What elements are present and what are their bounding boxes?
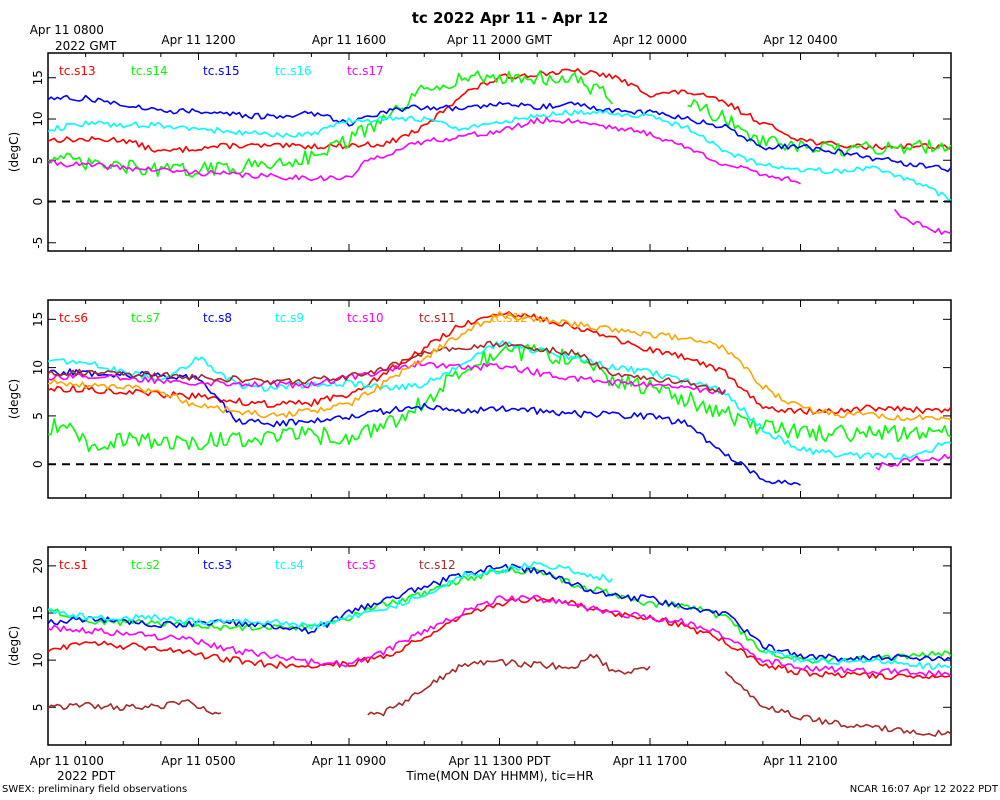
top-axis-label: Apr 11 2000 GMT — [447, 33, 553, 47]
legend-entry: tc.s3 — [203, 558, 232, 572]
legend-entry: tc.s10 — [347, 311, 384, 325]
footer-left-note: SWEX: preliminary field observations — [2, 784, 187, 795]
series-line-tc-s11 — [48, 340, 726, 396]
series-line-tc-s9 — [48, 339, 951, 460]
bottom-axis-label: Apr 11 0100 — [30, 754, 104, 768]
top-axis-label: Apr 12 0400 — [763, 33, 837, 47]
y-tick-label: 0 — [31, 460, 45, 468]
y-tick-label: 5 — [31, 412, 45, 420]
series-line-tc-s17 — [48, 117, 951, 235]
series-line-tc-s14 — [48, 69, 951, 178]
chart-title: tc 2022 Apr 11 - Apr 12 — [412, 9, 609, 27]
series-line-tc-s6 — [48, 311, 951, 415]
panel-frame — [47, 546, 952, 746]
series-line-tc-s8 — [48, 368, 801, 486]
legend-entry: tc.s4 — [275, 558, 304, 572]
legend-entry: tc.s6 — [59, 311, 88, 325]
bottom-axis-label: Apr 11 0900 — [312, 754, 386, 768]
legend-entry: tc.s13 — [59, 64, 96, 78]
y-tick-label: 10 — [31, 360, 45, 375]
y-tick-label: 15 — [31, 605, 45, 620]
legend-entry: tc.s8 — [203, 311, 232, 325]
y-tick-label: 15 — [31, 70, 45, 85]
top-axis-sublabel: 2022 GMT — [55, 39, 117, 53]
bottom-axis-label: Apr 11 2100 — [763, 754, 837, 768]
legend-entry: tc.s12 — [491, 311, 528, 325]
bottom-axis-label: Apr 11 0500 — [161, 754, 235, 768]
series-line-tc-s15 — [48, 94, 951, 173]
series-line-tc-s7 — [48, 343, 951, 453]
legend-entry: tc.s5 — [347, 558, 376, 572]
series-line-tc-s12 — [48, 653, 951, 737]
top-axis-label: Apr 11 1200 — [161, 33, 235, 47]
top-axis-label: Apr 11 1600 — [312, 33, 386, 47]
bottom-axis-label: Apr 11 1300 PDT — [449, 754, 551, 768]
y-tick-label: 20 — [31, 558, 45, 573]
legend-entry: tc.s12 — [419, 558, 456, 572]
top-axis-label: Apr 12 0000 — [613, 33, 687, 47]
panel-frame — [47, 299, 952, 499]
series-line-tc-s16 — [48, 109, 951, 201]
panels-group: Apr 11 0800 Apr 11 1200 Apr 11 1600 Apr 11 … — [7, 23, 952, 768]
series-line-tc-s4 — [48, 561, 951, 671]
y-axis-label: (degC) — [7, 379, 21, 419]
series-line-tc-s12 — [48, 311, 951, 422]
series-line-tc-s3 — [48, 563, 951, 662]
y-tick-label: 5 — [31, 156, 45, 164]
legend-entry: tc.s9 — [275, 311, 304, 325]
legend-entry: tc.s17 — [347, 64, 384, 78]
series-line-tc-s13 — [48, 68, 951, 153]
series-line-tc-s2 — [48, 566, 951, 664]
x-axis-label: Time(MON DAY HHMM), tic=HR — [405, 769, 593, 783]
series-line-tc-s5 — [48, 594, 951, 678]
top-axis-label: Apr 11 0800 — [30, 23, 104, 37]
y-tick-label: 15 — [31, 312, 45, 327]
y-axis-label: (degC) — [7, 626, 21, 666]
y-tick-label: 5 — [31, 703, 45, 711]
y-axis-label: (degC) — [7, 132, 21, 172]
y-tick-label: 0 — [31, 198, 45, 206]
bottom-axis-label: Apr 11 1700 — [613, 754, 687, 768]
legend-entry: tc.s16 — [275, 64, 312, 78]
bottom-axis-sublabel: 2022 PDT — [57, 769, 116, 783]
y-tick-label: 10 — [31, 111, 45, 126]
y-tick-label: -5 — [31, 237, 45, 249]
y-tick-label: 10 — [31, 653, 45, 668]
legend-entry: tc.s15 — [203, 64, 240, 78]
footer-right-note: NCAR 16:07 Apr 12 2022 PDT — [850, 784, 999, 795]
legend-entry: tc.s1 — [59, 558, 88, 572]
legend-entry: tc.s2 — [131, 558, 160, 572]
legend-entry: tc.s14 — [131, 64, 168, 78]
legend-entry: tc.s11 — [419, 311, 456, 325]
legend-entry: tc.s7 — [131, 311, 160, 325]
